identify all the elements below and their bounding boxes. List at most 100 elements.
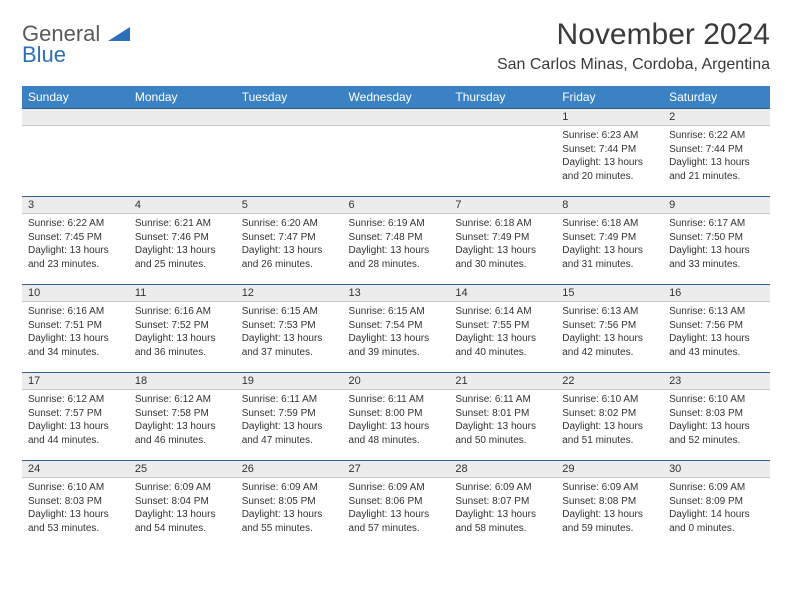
sunset-text: Sunset: 8:02 PM [562,407,657,421]
day-number: 15 [556,284,663,302]
logo: General Blue [22,18,130,66]
sunrise-text: Sunrise: 6:21 AM [135,217,230,231]
day-number: 23 [663,372,770,390]
daylight-text: Daylight: 13 hours and 46 minutes. [135,420,230,447]
day-number: 25 [129,460,236,478]
day-number: 6 [343,196,450,214]
calendar-table: Sunday Monday Tuesday Wednesday Thursday… [22,86,770,548]
sunset-text: Sunset: 7:59 PM [242,407,337,421]
day-details: Sunrise: 6:11 AMSunset: 8:00 PMDaylight:… [343,390,450,449]
day-details: Sunrise: 6:12 AMSunset: 7:58 PMDaylight:… [129,390,236,449]
daylight-text: Daylight: 13 hours and 20 minutes. [562,156,657,183]
sunrise-text: Sunrise: 6:09 AM [242,481,337,495]
sunset-text: Sunset: 7:51 PM [28,319,123,333]
calendar-day-cell: 10 Sunrise: 6:16 AMSunset: 7:51 PMDayligh… [22,284,129,372]
weekday-header: Sunday [22,86,129,108]
day-details: Sunrise: 6:23 AMSunset: 7:44 PMDaylight:… [556,126,663,185]
sunrise-text: Sunrise: 6:09 AM [349,481,444,495]
sunrise-text: Sunrise: 6:18 AM [455,217,550,231]
day-details: Sunrise: 6:13 AMSunset: 7:56 PMDaylight:… [556,302,663,361]
daylight-text: Daylight: 13 hours and 58 minutes. [455,508,550,535]
calendar-day-cell [22,108,129,196]
daylight-text: Daylight: 13 hours and 26 minutes. [242,244,337,271]
calendar-day-cell: 5Sunrise: 6:20 AMSunset: 7:47 PMDaylight… [236,196,343,284]
sunrise-text: Sunrise: 6:09 AM [455,481,550,495]
calendar-day-cell: 2Sunrise: 6:22 AMSunset: 7:44 PMDaylight… [663,108,770,196]
sunset-text: Sunset: 7:44 PM [669,143,764,157]
sunrise-text: Sunrise: 6:17 AM [669,217,764,231]
day-details: Sunrise: 6:19 AMSunset: 7:48 PMDaylight:… [343,214,450,273]
sunset-text: Sunset: 7:44 PM [562,143,657,157]
logo-line2: Blue [22,42,66,67]
weekday-header: Wednesday [343,86,450,108]
day-number: 17 [22,372,129,390]
day-number: 13 [343,284,450,302]
sunset-text: Sunset: 7:57 PM [28,407,123,421]
sunrise-text: Sunrise: 6:13 AM [562,305,657,319]
day-number: 10 [22,284,129,302]
daylight-text: Daylight: 13 hours and 59 minutes. [562,508,657,535]
sunrise-text: Sunrise: 6:09 AM [135,481,230,495]
sunset-text: Sunset: 7:53 PM [242,319,337,333]
day-number: 14 [449,284,556,302]
daylight-text: Daylight: 13 hours and 52 minutes. [669,420,764,447]
calendar-day-cell: 26Sunrise: 6:09 AMSunset: 8:05 PMDayligh… [236,460,343,548]
sunrise-text: Sunrise: 6:12 AM [28,393,123,407]
sunset-text: Sunset: 8:01 PM [455,407,550,421]
logo-text: General Blue [22,24,130,66]
day-details: Sunrise: 6:20 AMSunset: 7:47 PMDaylight:… [236,214,343,273]
day-details: Sunrise: 6:18 AMSunset: 7:49 PMDaylight:… [449,214,556,273]
sunrise-text: Sunrise: 6:15 AM [349,305,444,319]
daylight-text: Daylight: 13 hours and 23 minutes. [28,244,123,271]
sunrise-text: Sunrise: 6:12 AM [135,393,230,407]
day-number: 1 [556,108,663,126]
day-number: 24 [22,460,129,478]
sunrise-text: Sunrise: 6:11 AM [455,393,550,407]
daylight-text: Daylight: 13 hours and 44 minutes. [28,420,123,447]
day-details: Sunrise: 6:22 AMSunset: 7:44 PMDaylight:… [663,126,770,185]
daylight-text: Daylight: 13 hours and 28 minutes. [349,244,444,271]
sunrise-text: Sunrise: 6:23 AM [562,129,657,143]
calendar-day-cell: 24Sunrise: 6:10 AMSunset: 8:03 PMDayligh… [22,460,129,548]
day-number: 12 [236,284,343,302]
sunset-text: Sunset: 7:52 PM [135,319,230,333]
sunset-text: Sunset: 7:56 PM [562,319,657,333]
sunrise-text: Sunrise: 6:09 AM [669,481,764,495]
sunrise-text: Sunrise: 6:22 AM [669,129,764,143]
day-number: 21 [449,372,556,390]
sunrise-text: Sunrise: 6:10 AM [28,481,123,495]
calendar-day-cell [236,108,343,196]
daylight-text: Daylight: 13 hours and 55 minutes. [242,508,337,535]
day-details: Sunrise: 6:11 AMSunset: 8:01 PMDaylight:… [449,390,556,449]
daylight-text: Daylight: 13 hours and 48 minutes. [349,420,444,447]
daylight-text: Daylight: 13 hours and 40 minutes. [455,332,550,359]
daylight-text: Daylight: 13 hours and 21 minutes. [669,156,764,183]
daylight-text: Daylight: 13 hours and 36 minutes. [135,332,230,359]
sunset-text: Sunset: 8:03 PM [669,407,764,421]
calendar-day-cell: 1Sunrise: 6:23 AMSunset: 7:44 PMDaylight… [556,108,663,196]
daylight-text: Daylight: 13 hours and 50 minutes. [455,420,550,447]
daylight-text: Daylight: 13 hours and 47 minutes. [242,420,337,447]
day-number: 28 [449,460,556,478]
page-header: General Blue November 2024 San Carlos Mi… [22,18,770,74]
calendar-day-cell: 7Sunrise: 6:18 AMSunset: 7:49 PMDaylight… [449,196,556,284]
sunrise-text: Sunrise: 6:13 AM [669,305,764,319]
day-details: Sunrise: 6:22 AMSunset: 7:45 PMDaylight:… [22,214,129,273]
day-number: 4 [129,196,236,214]
sunrise-text: Sunrise: 6:16 AM [28,305,123,319]
logo-triangle-icon [108,27,130,41]
day-number: 27 [343,460,450,478]
calendar-day-cell: 12Sunrise: 6:15 AMSunset: 7:53 PMDayligh… [236,284,343,372]
sunset-text: Sunset: 7:55 PM [455,319,550,333]
sunset-text: Sunset: 7:54 PM [349,319,444,333]
sunset-text: Sunset: 7:49 PM [562,231,657,245]
day-number [129,108,236,126]
day-number: 22 [556,372,663,390]
day-details: Sunrise: 6:16 AMSunset: 7:52 PMDaylight:… [129,302,236,361]
day-number [22,108,129,126]
calendar-week-row: 10Sunrise: 6:16 AMSunset: 7:51 PMDayligh… [22,284,770,372]
calendar-day-cell: 8Sunrise: 6:18 AMSunset: 7:49 PMDaylight… [556,196,663,284]
daylight-text: Daylight: 13 hours and 34 minutes. [28,332,123,359]
sunrise-text: Sunrise: 6:10 AM [669,393,764,407]
calendar-day-cell: 14Sunrise: 6:14 AMSunset: 7:55 PMDayligh… [449,284,556,372]
